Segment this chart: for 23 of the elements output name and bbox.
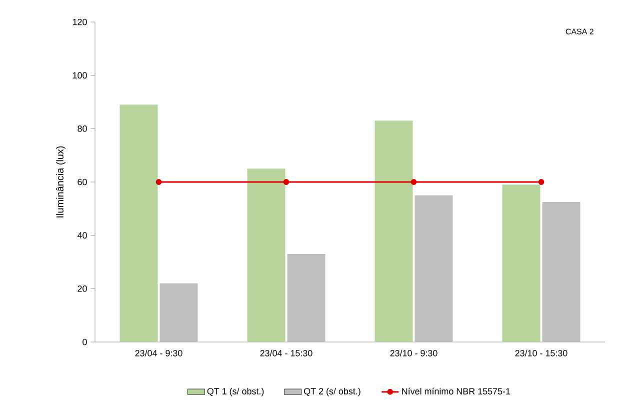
x-tick-label: 23/10 - 15:30 (515, 350, 568, 356)
bar (374, 120, 413, 342)
legend-label: QT 1 (s/ obst.) (207, 388, 264, 396)
bar (414, 195, 453, 342)
y-tick-label: 80 (78, 125, 87, 132)
y-tick-label: 60 (78, 178, 87, 186)
bar (287, 254, 326, 342)
x-tick-label: 23/04 - 9:30 (135, 350, 182, 356)
legend-label: Nível mínimo NBR 15575-1 (402, 388, 510, 394)
bar (247, 168, 286, 342)
y-axis-title: Iluminância (lux) (56, 146, 66, 218)
y-tick-label: 120 (72, 18, 87, 26)
bar (160, 283, 198, 342)
legend-label: QT 2 (s/ obst.) (304, 388, 360, 396)
y-tick-label: 40 (77, 232, 87, 239)
bar (502, 184, 540, 342)
x-tick-label: 23/04 - 15:30 (260, 350, 312, 356)
x-tick-label: 23/10 - 9:30 (390, 350, 438, 356)
y-tick-label: 20 (78, 285, 87, 292)
bar (542, 202, 580, 342)
y-tick-label: 0 (82, 338, 87, 346)
bar (120, 104, 158, 342)
y-tick-label: 100 (72, 72, 87, 79)
